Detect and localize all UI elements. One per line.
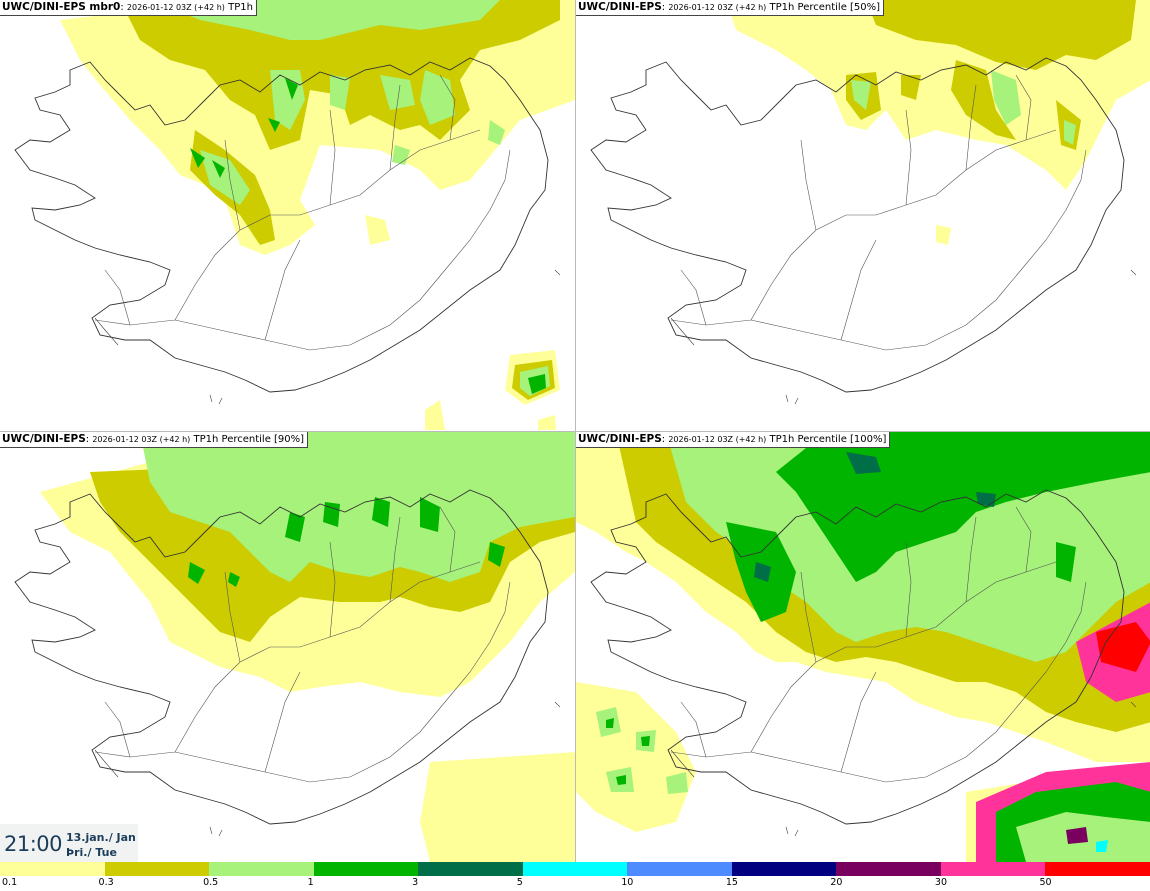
map-panel-p90: UWC/DINI-EPS: 2026-01-12 03Z (+42 h) TP1… (0, 432, 575, 862)
map-panel-p100: UWC/DINI-EPS: 2026-01-12 03Z (+42 h) TP1… (576, 432, 1150, 862)
valid-time-box: 21:00 13.jan./ Jan Þri./ Tue (0, 824, 138, 862)
legend-label: 3 (412, 877, 419, 888)
field-name: TP1h Percentile [90%] (193, 434, 305, 445)
valid-date-line1: 13.jan./ Jan (66, 831, 136, 844)
legend-label: 0.3 (98, 877, 114, 888)
precipitation-map-p90 (14, 432, 575, 862)
run-time: 2026-01-12 03Z (+42 h) (668, 435, 767, 444)
field-name: TP1h Percentile [100%] (769, 434, 887, 445)
panel-title: UWC/DINI-EPS: 2026-01-12 03Z (+42 h) TP1… (576, 432, 891, 448)
legend-swatch (418, 862, 523, 876)
legend-swatch (313, 862, 419, 876)
model-name: UWC/DINI-EPS mbr0 (2, 1, 121, 13)
legend-label: 30 (934, 877, 947, 888)
panel-title: UWC/DINI-EPS: 2026-01-12 03Z (+42 h) TP1… (0, 432, 309, 448)
model-name: UWC/DINI-EPS (578, 1, 662, 13)
legend-label: 10 (621, 877, 634, 888)
legend-swatch (104, 862, 210, 876)
valid-time: 21:00 (4, 832, 63, 856)
legend-label: 1 (307, 877, 314, 888)
field-name: TP1h Percentile [50%] (769, 2, 881, 13)
legend-label: 50 (1039, 877, 1052, 888)
precipitation-map-p100 (576, 432, 1150, 862)
legend-color-bar (0, 862, 1150, 876)
run-time: 2026-01-12 03Z (+42 h) (92, 435, 191, 444)
legend-swatch (0, 862, 105, 876)
model-name: UWC/DINI-EPS (578, 433, 662, 445)
legend-swatch (627, 862, 732, 876)
horizontal-divider (0, 431, 1150, 432)
precipitation-map-mbr0 (14, 0, 575, 430)
field-name: TP1h (228, 2, 253, 13)
legend-swatch (940, 862, 1046, 876)
precipitation-map-p50 (590, 0, 1150, 405)
map-panel-mbr0: UWC/DINI-EPS mbr0: 2026-01-12 03Z (+42 h… (0, 0, 575, 430)
legend-label: 20 (830, 877, 843, 888)
legend-swatch (731, 862, 837, 876)
legend-swatch (1045, 862, 1150, 876)
legend-label: 15 (725, 877, 738, 888)
run-time: 2026-01-12 03Z (+42 h) (126, 3, 225, 12)
legend-label: 0.5 (203, 877, 219, 888)
legend-swatch (836, 862, 941, 876)
legend-label: 0.1 (2, 877, 18, 888)
panel-title: UWC/DINI-EPS: 2026-01-12 03Z (+42 h) TP1… (576, 0, 885, 16)
valid-date: 13.jan./ Jan Þri./ Tue (66, 830, 136, 860)
model-name: UWC/DINI-EPS (2, 433, 86, 445)
legend-swatch (209, 862, 314, 876)
legend-swatch (522, 862, 628, 876)
panel-title: UWC/DINI-EPS mbr0: 2026-01-12 03Z (+42 h… (0, 0, 257, 16)
run-time: 2026-01-12 03Z (+42 h) (668, 3, 767, 12)
color-legend: 0.1 0.3 0.5 1 3 5 10 15 20 30 50 (0, 862, 1150, 891)
legend-label: 5 (516, 877, 523, 888)
valid-date-line2: Þri./ Tue (66, 846, 117, 859)
map-panel-p50: UWC/DINI-EPS: 2026-01-12 03Z (+42 h) TP1… (576, 0, 1150, 430)
